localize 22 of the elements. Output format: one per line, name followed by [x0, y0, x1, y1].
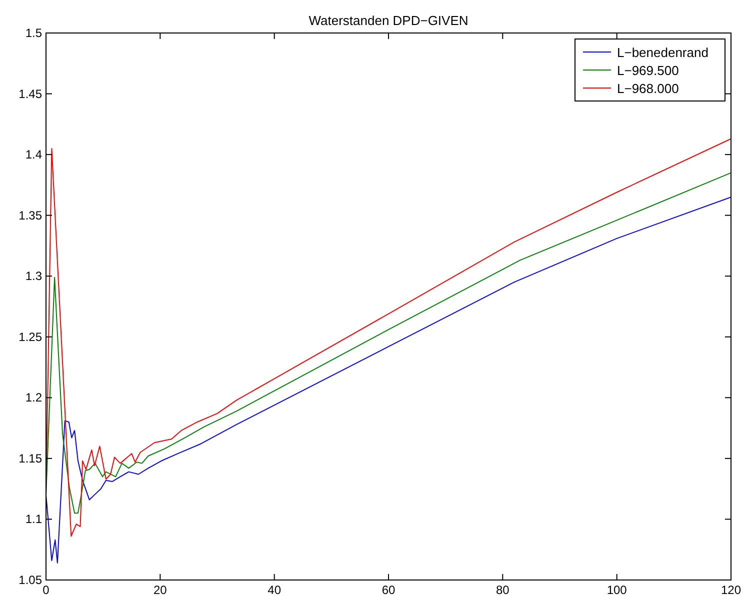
x-tick-label: 0	[42, 583, 50, 597]
legend-label: L−968.000	[617, 81, 679, 96]
legend-label: L−969.500	[617, 63, 679, 78]
y-tick-label: 1.35	[18, 208, 42, 222]
x-tick-label: 80	[496, 583, 510, 597]
y-tick-label: 1.15	[18, 451, 42, 466]
y-tick-label: 1.3	[25, 269, 42, 284]
y-tick-label: 1.45	[18, 86, 42, 101]
chart-title: Waterstanden DPD−GIVEN	[308, 13, 468, 28]
y-tick-label: 1.4	[25, 148, 42, 162]
x-tick-label: 100	[606, 583, 628, 597]
x-tick-label: 40	[268, 583, 282, 597]
x-tick-label: 120	[720, 583, 742, 597]
y-tick-label: 1.05	[18, 573, 42, 587]
line-series	[46, 196, 732, 564]
y-tick-label: 1.2	[25, 390, 42, 405]
y-tick-label: 1.1	[25, 512, 42, 526]
y-tick-label: 1.5	[25, 26, 42, 40]
y-tick-label: 1.25	[18, 330, 42, 344]
legend-label: L−benedenrand	[617, 45, 708, 60]
x-tick-label: 20	[153, 583, 168, 597]
x-tick-label: 60	[382, 583, 396, 597]
